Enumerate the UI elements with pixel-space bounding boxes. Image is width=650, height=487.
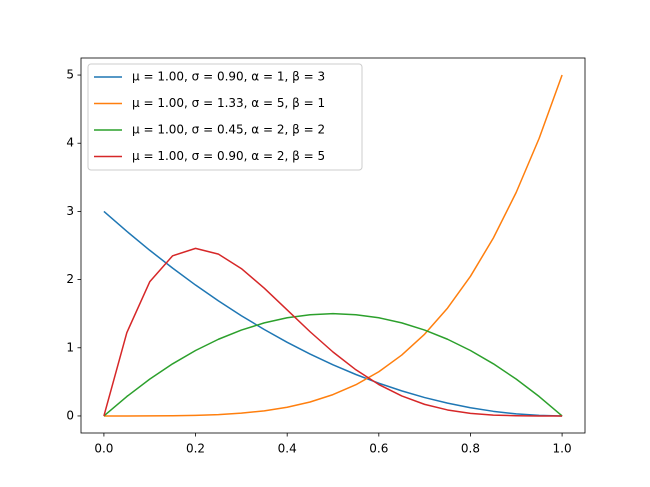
x-tick-label: 0.0 bbox=[94, 442, 113, 456]
x-tick-label: 1.0 bbox=[553, 442, 572, 456]
line bbox=[103, 312, 563, 417]
line bbox=[103, 247, 563, 417]
legend-label: μ = 1.00, σ = 1.33, α = 5, β = 1 bbox=[132, 96, 325, 110]
x-tick-label: 0.4 bbox=[278, 442, 297, 456]
line bbox=[103, 74, 563, 417]
x-tick-label: 0.6 bbox=[369, 442, 388, 456]
x-tick-label: 0.2 bbox=[186, 442, 205, 456]
plot-frame bbox=[80, 57, 586, 434]
legend: μ = 1.00, σ = 0.90, α = 1, β = 3 μ = 1.00… bbox=[87, 63, 363, 171]
y-tick-label: 1 bbox=[66, 340, 74, 354]
y-tick-label: 5 bbox=[66, 68, 74, 82]
y-tick-label: 4 bbox=[66, 136, 74, 150]
legend-label: μ = 1.00, σ = 0.45, α = 2, β = 2 bbox=[132, 123, 325, 137]
line bbox=[103, 210, 563, 417]
legend-label: μ = 1.00, σ = 0.90, α = 2, β = 5 bbox=[132, 149, 325, 163]
legend-box bbox=[87, 63, 363, 171]
legend-label: μ = 1.00, σ = 0.90, α = 1, β = 3 bbox=[132, 70, 325, 84]
x-tick-label: 0.8 bbox=[461, 442, 480, 456]
y-tick-label: 2 bbox=[66, 272, 74, 286]
y-tick-label: 0 bbox=[66, 408, 74, 422]
y-tick-label: 3 bbox=[66, 204, 74, 218]
